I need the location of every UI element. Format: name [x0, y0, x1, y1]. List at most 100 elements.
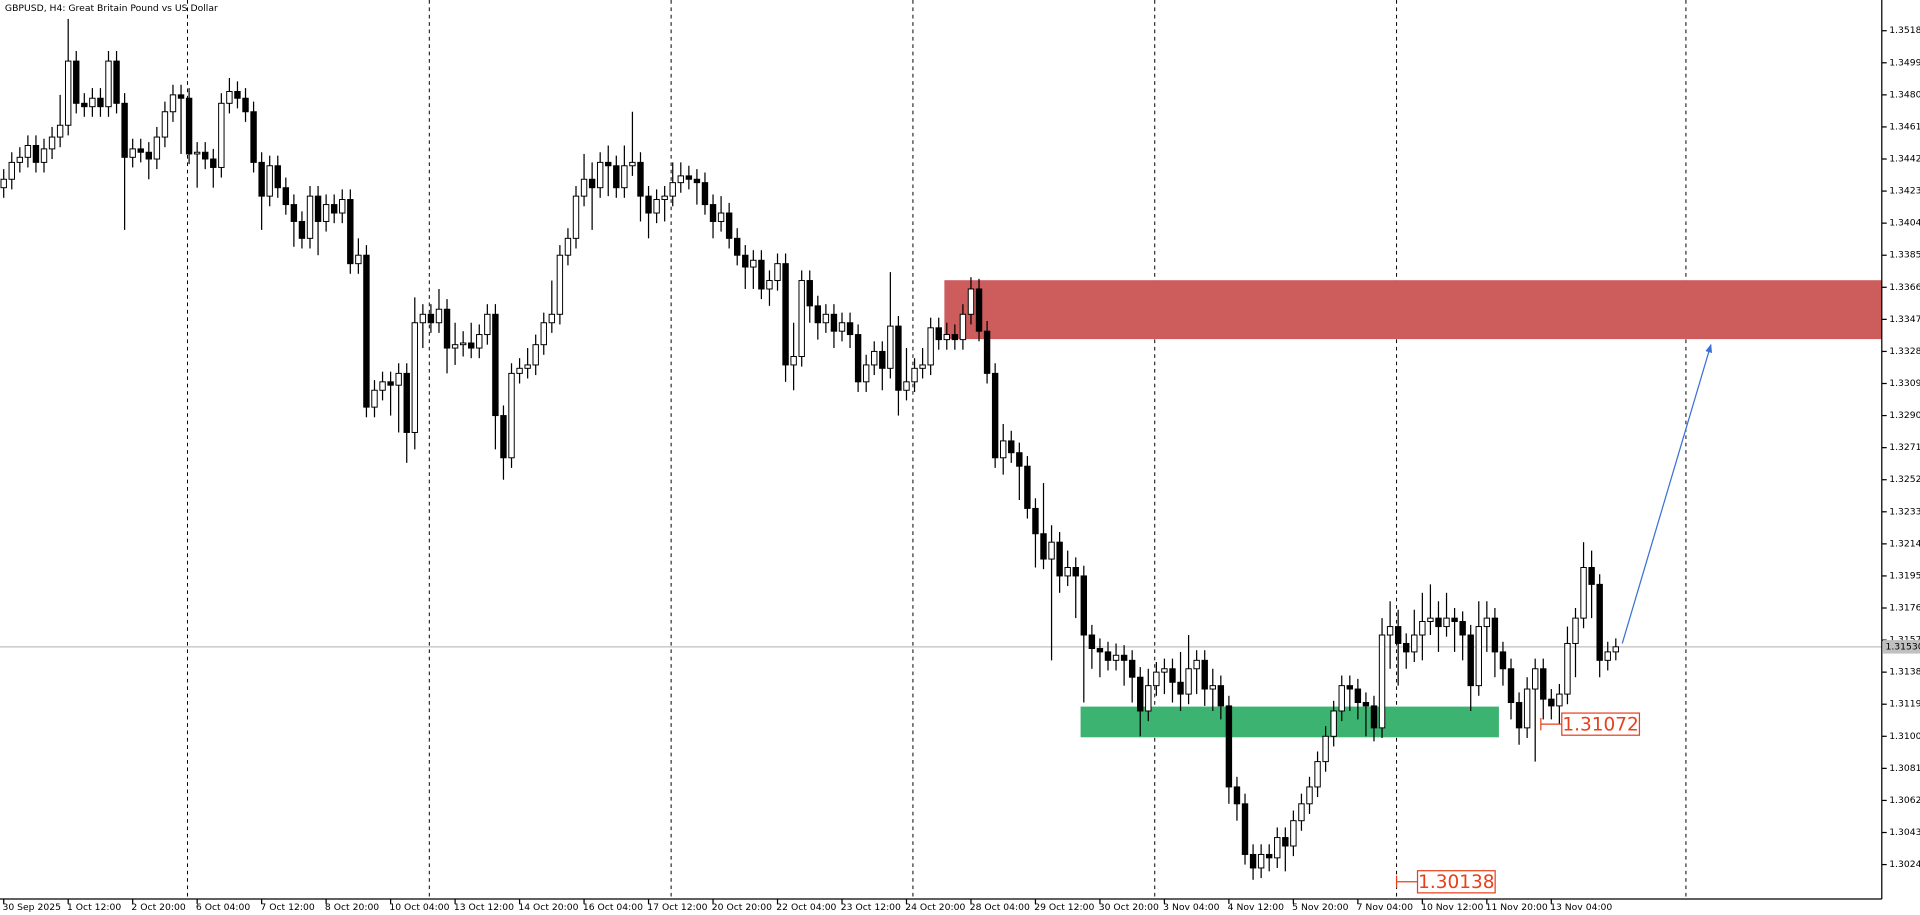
candle-body: [1169, 668, 1176, 683]
candle-body: [1507, 668, 1515, 704]
candle-body: [1048, 541, 1055, 560]
candle-body: [97, 97, 104, 108]
y-tick-label: 1.31950: [1889, 570, 1920, 581]
x-tick-label: 1 Oct 12:00: [67, 902, 121, 913]
y-tick-label: 1.34420: [1889, 154, 1920, 165]
candle-body: [854, 334, 862, 383]
candle-body: [1241, 803, 1249, 855]
candle-body: [161, 111, 169, 138]
candle-body: [234, 90, 241, 99]
candle-body: [451, 344, 459, 349]
candle-body: [516, 367, 523, 374]
candle-body: [1459, 621, 1466, 636]
candle-body: [1338, 685, 1345, 712]
candle-body: [1032, 507, 1039, 535]
candle-body: [218, 102, 225, 168]
candle-body: [1193, 659, 1200, 670]
price-label-box: [1416, 870, 1496, 894]
candle-body: [1499, 651, 1507, 670]
candle-body: [250, 111, 257, 163]
candle-body: [1435, 617, 1442, 628]
candle-body: [1225, 705, 1233, 788]
x-tick-label: 30 Sep 2025: [2, 902, 61, 913]
candle-body: [1161, 668, 1168, 673]
candle-body: [1290, 820, 1297, 847]
y-tick-label: 1.34990: [1889, 57, 1920, 68]
candle-body: [991, 372, 999, 459]
candle-body: [282, 187, 290, 206]
candle-body: [1403, 642, 1410, 653]
candle-body: [830, 313, 838, 332]
y-tick-label: 1.32140: [1889, 538, 1920, 549]
y-tick-label: 1.30240: [1889, 859, 1920, 870]
current-price-label: 1.31530: [1885, 641, 1920, 652]
current-price-tag: [1883, 640, 1920, 654]
candle-body: [121, 102, 128, 158]
candle-body: [1298, 803, 1305, 822]
candle-body: [548, 313, 556, 324]
candle-body: [693, 178, 701, 184]
candle-body: [56, 124, 64, 138]
candle-body: [459, 342, 467, 346]
candle-body: [1016, 452, 1023, 467]
candle-body: [89, 97, 96, 108]
candle-body: [1354, 688, 1362, 704]
candle-body: [580, 178, 588, 197]
candle-body: [476, 334, 483, 349]
candle-body: [1112, 654, 1120, 661]
candle-body: [1475, 626, 1482, 687]
candle-body: [322, 204, 330, 222]
candle-body: [306, 195, 314, 239]
candle-body: [661, 195, 668, 201]
candle-body: [613, 165, 620, 189]
candle-body: [1249, 853, 1257, 869]
candle-body: [1177, 681, 1184, 695]
x-tick-label: 10 Oct 04:00: [389, 902, 449, 913]
y-tick-label: 1.33090: [1889, 378, 1920, 389]
x-tick-label: 30 Oct 20:00: [1099, 902, 1159, 913]
candle-body: [1394, 626, 1402, 644]
x-tick-label: 2 Oct 20:00: [131, 902, 185, 913]
candle-body: [1217, 685, 1225, 707]
candle-body: [1378, 634, 1386, 729]
candle-body: [540, 322, 547, 346]
candle-body: [1411, 634, 1418, 653]
candle-body: [468, 342, 475, 349]
candle-body: [637, 161, 644, 197]
x-tick-label: 4 Nov 12:00: [1228, 902, 1284, 913]
candle-body: [48, 136, 56, 150]
candle-body: [64, 60, 72, 126]
candle-body: [1346, 685, 1354, 690]
candle-body: [1120, 654, 1128, 661]
candle-body: [1040, 533, 1047, 560]
y-tick-label: 1.32900: [1889, 410, 1920, 421]
candle-body: [32, 145, 40, 163]
candle-body: [185, 97, 193, 155]
x-tick-label: 14 Oct 20:00: [518, 902, 578, 913]
candle-body: [709, 204, 717, 222]
candle-body: [685, 175, 693, 180]
candle-body: [0, 178, 7, 189]
candle-body: [73, 60, 80, 104]
candle-body: [967, 288, 975, 315]
candle-body: [419, 313, 427, 324]
y-tick-label: 1.34230: [1889, 186, 1920, 197]
candle-body: [330, 204, 338, 214]
candle-body: [242, 97, 249, 113]
candle-body: [24, 145, 32, 158]
candle-body: [1612, 646, 1620, 653]
x-tick-label: 11 Nov 20:00: [1486, 902, 1548, 913]
candle-body: [1000, 440, 1007, 459]
candle-body: [572, 195, 580, 239]
price-label: 1.31072: [1562, 714, 1638, 735]
candle-body: [314, 195, 322, 222]
candle-body: [210, 158, 217, 168]
candle-body: [621, 165, 628, 189]
candle-body: [1556, 693, 1563, 707]
candle-body: [371, 389, 378, 408]
candle-body: [1531, 668, 1539, 690]
candle-body: [1137, 676, 1144, 712]
y-tick-label: 1.33470: [1889, 314, 1920, 325]
x-tick-label: 7 Oct 12:00: [260, 902, 314, 913]
candle-body: [1056, 541, 1063, 577]
